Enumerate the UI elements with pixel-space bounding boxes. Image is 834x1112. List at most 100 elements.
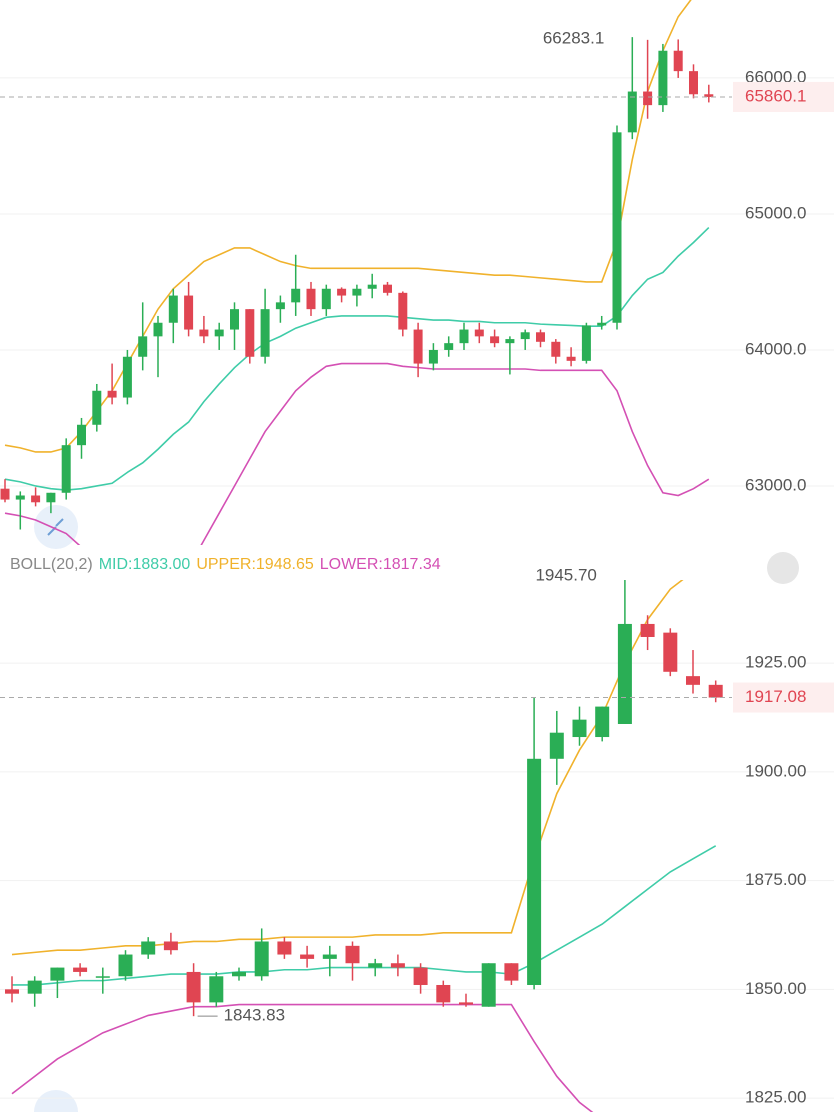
handle[interactable]	[767, 552, 799, 584]
panel: 1925.00 1900.00 1875.00 1850.00 1825.00 1917.…	[0, 556, 834, 1112]
candle-body	[61, 445, 71, 493]
y-tick-label: 64000.0	[745, 339, 806, 358]
candle-body	[398, 292, 408, 330]
last-price-label: 65860.1	[745, 86, 806, 105]
low-label: 1843.83	[224, 1006, 285, 1025]
candle-body	[581, 325, 591, 361]
candle-body	[490, 336, 500, 344]
candle-body	[27, 980, 42, 994]
candle-body	[640, 623, 655, 637]
candle-body	[260, 309, 270, 357]
candle-body	[73, 967, 88, 972]
last-price-label: 1917.08	[745, 687, 806, 706]
candle-body	[122, 356, 132, 398]
candle-body	[31, 495, 41, 503]
candle-body	[673, 50, 683, 72]
candle-body	[322, 954, 337, 959]
candle-body	[704, 94, 714, 97]
band-line	[4, 226, 710, 491]
candle-body	[77, 424, 86, 446]
candle-body	[474, 329, 484, 337]
candle-body	[232, 971, 246, 977]
candle-body	[368, 963, 383, 968]
indicator-label: BOLL(20,2)	[10, 556, 93, 573]
candle-body	[551, 341, 561, 357]
candle-body	[46, 492, 56, 503]
candle-body	[566, 356, 576, 361]
candle-body	[184, 295, 194, 330]
candle-body	[658, 50, 668, 106]
candle-body	[436, 984, 451, 1003]
candle-body	[383, 284, 392, 293]
candle-body	[337, 288, 347, 296]
candle-body	[428, 349, 438, 364]
candle-body	[572, 719, 587, 738]
candle-body	[444, 343, 454, 350]
candle-body	[549, 732, 564, 759]
y-tick-label: 1850.00	[745, 979, 806, 998]
candle-body	[689, 71, 698, 95]
candle-body	[0, 488, 10, 500]
candle-body	[230, 309, 239, 330]
last-price-box	[733, 81, 834, 112]
candle-body	[663, 632, 678, 672]
candle-body	[413, 967, 428, 985]
candle-body	[708, 684, 723, 698]
candle-body	[199, 329, 209, 337]
candle-body	[254, 941, 269, 977]
candle-body	[321, 288, 331, 310]
band-line	[11, 1003, 594, 1112]
candle-body	[275, 302, 285, 310]
band-line	[4, 362, 710, 545]
candle-body	[15, 495, 25, 500]
band-line	[4, 0, 692, 453]
candle-body	[5, 989, 19, 994]
panel: 66000.0 65000.0 64000.0 63000.0 65860.1 66283…	[0, 0, 834, 545]
candle-body	[459, 1002, 473, 1005]
high-label: 66283.1	[543, 29, 604, 48]
y-tick-label: 1825.00	[745, 1088, 806, 1107]
candle-body	[536, 332, 545, 342]
candle-body	[595, 706, 610, 738]
candle-body	[352, 288, 362, 296]
y-tick-label: 1875.00	[745, 870, 806, 889]
band-line	[12, 845, 717, 986]
legend-entry: MID:1883.00	[99, 556, 191, 573]
candle-body	[627, 91, 637, 133]
candle-body	[390, 963, 405, 968]
high-label: 1945.70	[535, 565, 596, 584]
candle-body	[92, 390, 102, 425]
candle-body	[481, 963, 496, 1007]
legend-entry: UPPER:1948.65	[196, 556, 314, 573]
candle-body	[300, 954, 315, 959]
candle-body	[612, 132, 622, 323]
candle-body	[107, 390, 117, 398]
y-tick-label: 66000.0	[745, 67, 806, 86]
y-tick-label: 63000.0	[745, 475, 806, 494]
candle-body	[597, 322, 607, 326]
candle-body	[527, 758, 542, 985]
candle-body	[118, 954, 133, 977]
y-tick-label: 1925.00	[745, 653, 806, 672]
candle-body	[520, 332, 530, 340]
legend-entry: LOWER:1817.34	[320, 556, 441, 573]
candle-body	[306, 288, 316, 310]
candle-body	[141, 941, 156, 955]
candle-body	[367, 284, 377, 289]
candle-body	[50, 967, 65, 981]
candle-body	[413, 329, 423, 364]
candle-body	[505, 339, 515, 344]
candle-body	[345, 945, 360, 964]
candle-body	[291, 288, 301, 303]
candle-body	[459, 329, 469, 344]
candle-body	[163, 941, 178, 951]
candle-body	[153, 322, 163, 337]
plot	[5, 580, 723, 1112]
candle-body	[686, 676, 700, 685]
y-tick-label: 1900.00	[745, 761, 806, 780]
candle-body	[186, 971, 201, 1003]
candle-body	[138, 336, 148, 357]
decor	[34, 505, 799, 1112]
zoom-icon[interactable]	[34, 1090, 78, 1112]
